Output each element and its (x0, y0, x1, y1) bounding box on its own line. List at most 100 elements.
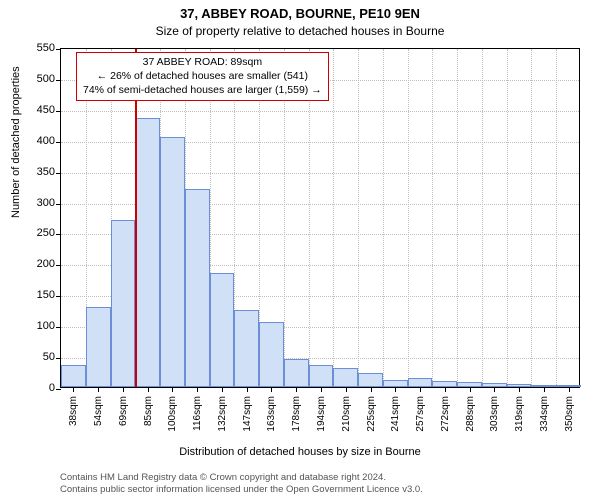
x-tick-mark (346, 387, 347, 392)
y-tick-mark (56, 265, 61, 266)
y-tick-mark (56, 111, 61, 112)
gridline-v (333, 49, 334, 387)
y-tick-mark (56, 389, 61, 390)
x-tick-mark (321, 387, 322, 392)
x-tick-label: 194sqm (316, 396, 327, 432)
x-tick-mark (271, 387, 272, 392)
chart-subtitle: Size of property relative to detached ho… (0, 24, 600, 38)
gridline-v (432, 49, 433, 387)
x-tick-mark (197, 387, 198, 392)
y-tick-label: 400 (15, 135, 55, 147)
y-tick-mark (56, 296, 61, 297)
y-tick-label: 500 (15, 73, 55, 85)
y-tick-mark (56, 49, 61, 50)
gridline-v (383, 49, 384, 387)
gridline-v (507, 49, 508, 387)
y-tick-mark (56, 234, 61, 235)
x-tick-label: 69sqm (118, 396, 129, 426)
histogram-bar (160, 137, 185, 387)
histogram-bar (284, 359, 309, 387)
y-tick-mark (56, 80, 61, 81)
x-tick-label: 178sqm (291, 396, 302, 432)
x-tick-mark (395, 387, 396, 392)
histogram-bar (309, 365, 334, 387)
x-tick-mark (519, 387, 520, 392)
y-tick-label: 200 (15, 258, 55, 270)
x-tick-mark (123, 387, 124, 392)
y-tick-mark (56, 327, 61, 328)
gridline-h (61, 111, 579, 112)
histogram-bar (333, 368, 358, 387)
x-tick-label: 288sqm (465, 396, 476, 432)
x-tick-label: 147sqm (242, 396, 253, 432)
gridline-v (408, 49, 409, 387)
y-tick-mark (56, 173, 61, 174)
x-tick-mark (544, 387, 545, 392)
x-tick-label: 85sqm (143, 396, 154, 426)
infobox-line2: ← 26% of detached houses are smaller (54… (83, 69, 322, 83)
x-tick-label: 319sqm (514, 396, 525, 432)
histogram-bar (61, 365, 86, 387)
x-tick-mark (172, 387, 173, 392)
x-tick-mark (470, 387, 471, 392)
y-tick-label: 350 (15, 166, 55, 178)
infobox-line1: 37 ABBEY ROAD: 89sqm (83, 55, 322, 69)
y-tick-label: 250 (15, 227, 55, 239)
x-tick-mark (98, 387, 99, 392)
x-tick-mark (494, 387, 495, 392)
histogram-bar (135, 118, 160, 387)
x-tick-mark (445, 387, 446, 392)
x-tick-mark (247, 387, 248, 392)
info-box: 37 ABBEY ROAD: 89sqm ← 26% of detached h… (76, 52, 329, 101)
gridline-v (358, 49, 359, 387)
attribution-line1: Contains HM Land Registry data © Crown c… (60, 472, 423, 484)
histogram-bar (111, 220, 136, 387)
x-tick-mark (296, 387, 297, 392)
gridline-v (556, 49, 557, 387)
gridline-v (531, 49, 532, 387)
x-tick-mark (569, 387, 570, 392)
x-tick-label: 163sqm (266, 396, 277, 432)
y-tick-mark (56, 142, 61, 143)
y-tick-label: 150 (15, 289, 55, 301)
gridline-v (482, 49, 483, 387)
y-tick-label: 550 (15, 42, 55, 54)
x-tick-mark (222, 387, 223, 392)
x-tick-label: 241sqm (390, 396, 401, 432)
x-tick-label: 303sqm (489, 396, 500, 432)
x-tick-label: 257sqm (415, 396, 426, 432)
x-tick-mark (73, 387, 74, 392)
y-tick-label: 100 (15, 320, 55, 332)
attribution: Contains HM Land Registry data © Crown c… (60, 472, 423, 496)
gridline-v (457, 49, 458, 387)
x-tick-label: 54sqm (93, 396, 104, 426)
x-tick-label: 100sqm (167, 396, 178, 432)
x-axis-label: Distribution of detached houses by size … (0, 446, 600, 458)
chart-title: 37, ABBEY ROAD, BOURNE, PE10 9EN (0, 6, 600, 21)
y-tick-label: 0 (15, 382, 55, 394)
histogram-bar (86, 307, 111, 387)
x-tick-label: 334sqm (539, 396, 550, 432)
x-tick-label: 272sqm (440, 396, 451, 432)
x-tick-label: 350sqm (564, 396, 575, 432)
histogram-bar (383, 380, 408, 387)
y-tick-mark (56, 204, 61, 205)
x-tick-mark (148, 387, 149, 392)
y-tick-label: 450 (15, 104, 55, 116)
histogram-bar (358, 373, 383, 387)
histogram-bar (210, 273, 235, 387)
attribution-line2: Contains public sector information licen… (60, 484, 423, 496)
x-tick-mark (420, 387, 421, 392)
x-tick-label: 225sqm (366, 396, 377, 432)
histogram-bar (259, 322, 284, 387)
x-tick-label: 132sqm (217, 396, 228, 432)
histogram-bar (408, 378, 433, 387)
x-tick-label: 116sqm (192, 396, 203, 431)
x-tick-label: 38sqm (68, 396, 79, 426)
histogram-bar (185, 189, 210, 387)
y-tick-label: 300 (15, 197, 55, 209)
histogram-bar (234, 310, 259, 387)
y-tick-mark (56, 358, 61, 359)
infobox-line3: 74% of semi-detached houses are larger (… (83, 83, 322, 97)
x-tick-mark (371, 387, 372, 392)
